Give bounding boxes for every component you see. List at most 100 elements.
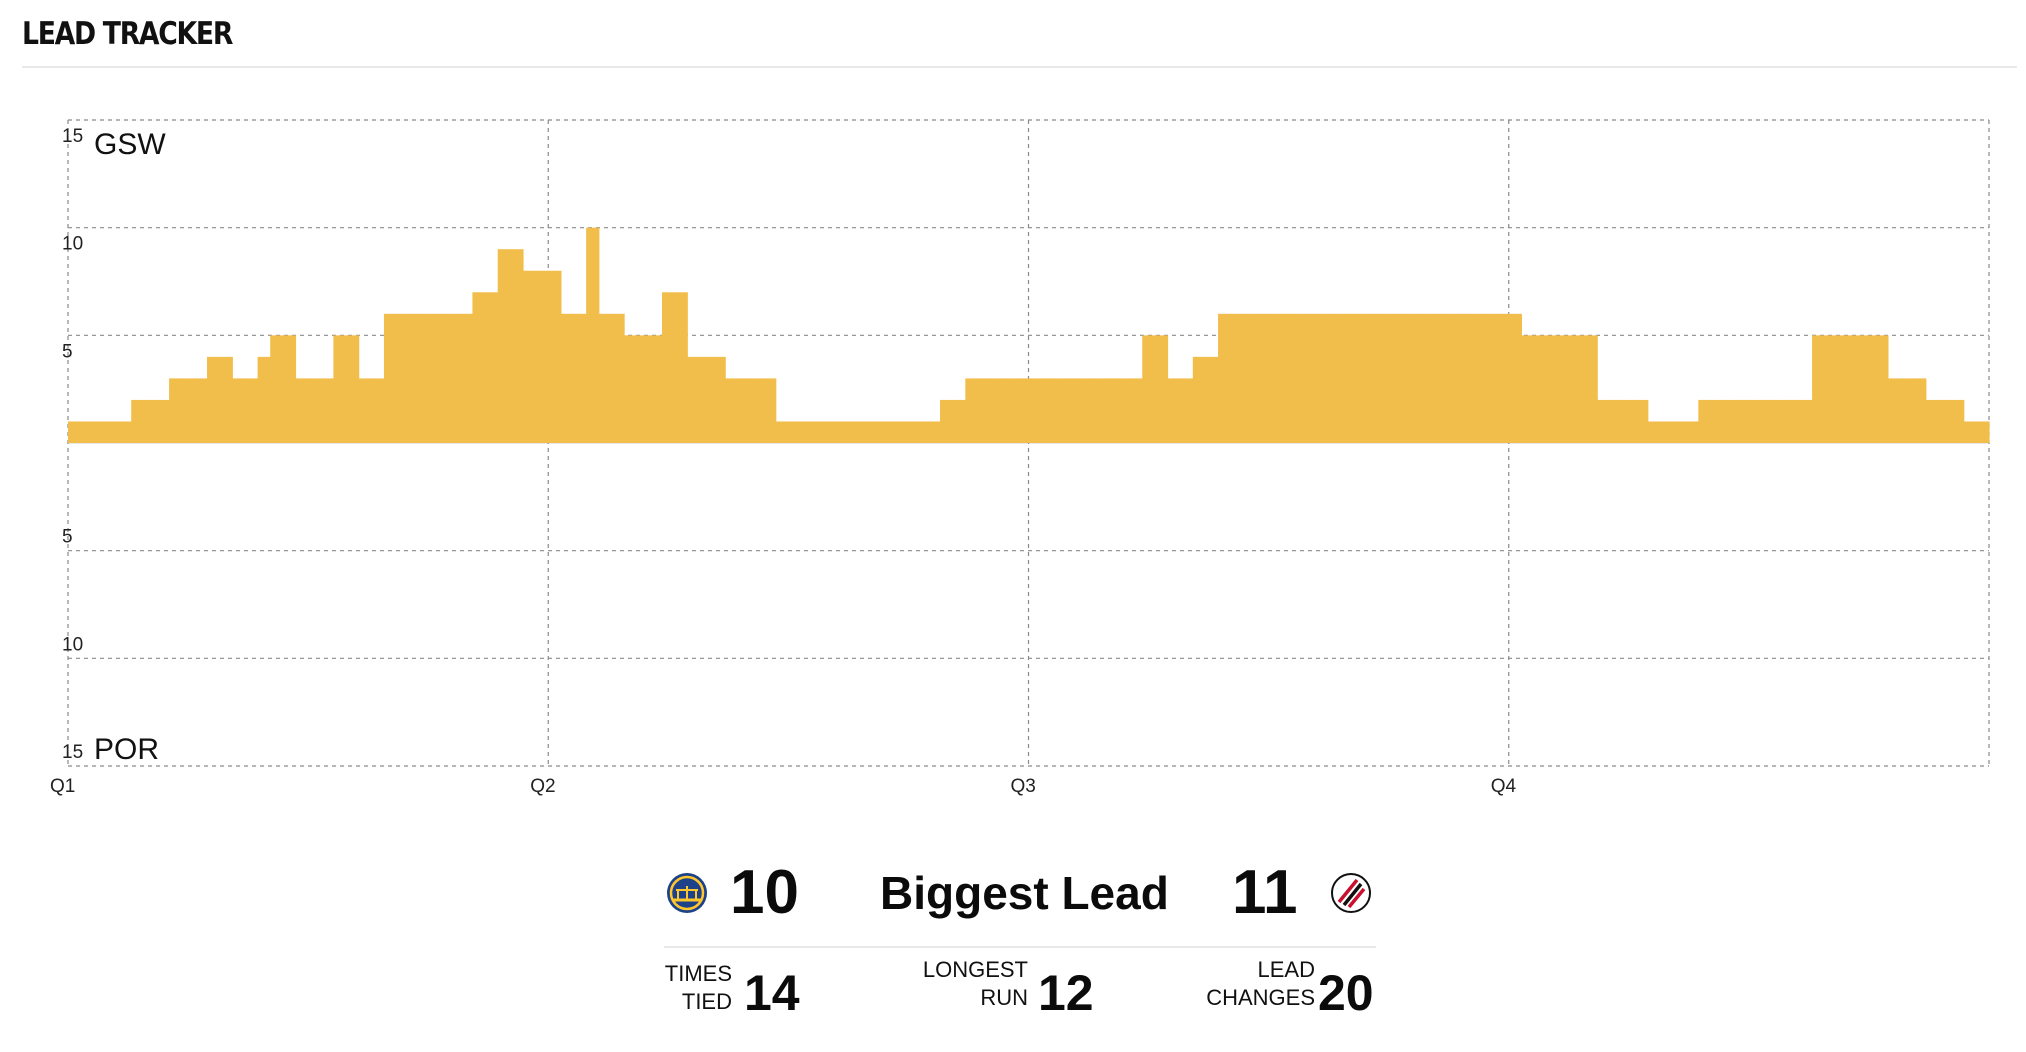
lead-bar: [257, 356, 271, 443]
lead-bar: [750, 378, 764, 443]
stats-divider: [664, 946, 1376, 948]
lead-bar: [472, 292, 486, 443]
lead-bar: [598, 313, 613, 443]
lead-bar: [219, 356, 233, 443]
lead-bar: [1559, 335, 1573, 443]
lead-bar: [1521, 335, 1535, 443]
lead-bar: [1887, 378, 1902, 443]
y-tick-label: 10: [62, 234, 83, 255]
lead-bar: [1786, 399, 1801, 443]
por-biggest-lead-value: 11: [1232, 858, 1298, 927]
lead-bar: [1862, 335, 1876, 443]
lead-bar: [1091, 378, 1105, 443]
lead-bar: [586, 227, 600, 443]
lead-bar: [851, 421, 865, 443]
lead-bar: [661, 292, 676, 443]
lead-bar: [737, 378, 752, 443]
lead-bar: [1710, 399, 1725, 443]
lead-bar: [282, 335, 297, 443]
lead-bar: [1546, 335, 1560, 443]
lead-bar: [1496, 313, 1510, 443]
lead-bar: [1205, 356, 1219, 443]
lead-bar: [447, 313, 461, 443]
biggest-lead-row: 10 Biggest Lead 11: [660, 850, 1380, 940]
lead-bar: [510, 249, 524, 443]
lead-bar: [1395, 313, 1409, 443]
lead-bar: [244, 378, 259, 443]
lead-bar: [1925, 399, 1940, 443]
por-logo-icon: [1330, 872, 1372, 914]
lead-bar: [763, 378, 777, 443]
times-tied-label: TIMES TIED: [665, 960, 732, 1016]
lead-bar: [143, 399, 158, 443]
lead-bar: [485, 292, 499, 443]
lead-bar: [1837, 335, 1851, 443]
lead-bar: [1319, 313, 1333, 443]
lead-bar: [434, 313, 448, 443]
lead-bar: [1180, 378, 1194, 443]
lead-bar: [421, 313, 436, 443]
lead-bar: [1458, 313, 1472, 443]
lead-bar: [990, 378, 1004, 443]
gsw-logo-icon: [666, 872, 708, 914]
lead-bar: [775, 421, 789, 443]
x-tick-label: Q4: [1491, 776, 1517, 797]
times-tied-label-line-1: TIMES: [664, 961, 732, 986]
lead-bar: [1053, 378, 1068, 443]
lead-bar: [1041, 378, 1055, 443]
lead-bar: [1938, 399, 1952, 443]
lead-bar: [1963, 421, 1977, 443]
lead-bar: [902, 421, 916, 443]
lead-bar: [1243, 313, 1257, 443]
team-label-top: GSW: [94, 128, 166, 161]
team-label-bottom: POR: [94, 733, 159, 766]
lead-bar: [725, 378, 739, 443]
lead-bar: [156, 399, 170, 443]
y-tick-label: 15: [62, 126, 83, 147]
y-tick-label: 5: [62, 527, 73, 548]
lead-bar: [927, 421, 941, 443]
lead-bar: [788, 421, 802, 443]
lead-bar: [1660, 421, 1674, 443]
chart-bars: [68, 227, 1990, 443]
lead-bar: [1483, 313, 1497, 443]
lead-bar: [548, 270, 562, 443]
lead-bar: [1647, 421, 1662, 443]
lead-bar: [1066, 378, 1080, 443]
lead-bar: [864, 421, 878, 443]
lead-bar: [649, 335, 663, 443]
lead-bar: [270, 335, 284, 443]
biggest-lead-label: Biggest Lead: [880, 867, 1169, 919]
game-stats: 10 Biggest Lead 11 TIMES TIED 14 LONGEST…: [660, 850, 1380, 1030]
lead-bar: [68, 421, 82, 443]
longest-run-label: LONGEST RUN: [923, 956, 1028, 1012]
x-tick-label: Q2: [530, 776, 555, 797]
lead-bar: [560, 313, 575, 443]
lead-bar: [308, 378, 322, 443]
lead-bar: [1723, 399, 1737, 443]
lead-bar: [1976, 421, 1990, 443]
lead-bar: [914, 421, 928, 443]
lead-bar: [1003, 378, 1017, 443]
lead-bar: [295, 378, 309, 443]
lead-bar: [1875, 335, 1889, 443]
lead-bar: [952, 399, 966, 443]
longest-run-value: 12: [1038, 965, 1094, 1021]
lead-bar: [876, 421, 891, 443]
lead-bar: [940, 399, 954, 443]
lead-bar: [118, 421, 132, 443]
lead-bar: [1420, 313, 1434, 443]
lead-bar: [1357, 313, 1371, 443]
lead-bar: [838, 421, 853, 443]
lead-bar: [522, 270, 537, 443]
lead-bar: [1470, 313, 1485, 443]
lead-bar: [1685, 421, 1699, 443]
lead-changes-label-line-2: CHANGES: [1206, 985, 1315, 1010]
lead-bar: [346, 335, 360, 443]
lead-bar: [813, 421, 827, 443]
lead-bar: [1255, 313, 1270, 443]
lead-bar: [1281, 313, 1295, 443]
chart-labels: 15 10 5 5 10 15 Q1 Q2 Q3 Q4 GSW POR: [50, 126, 1517, 797]
lead-bar: [1306, 313, 1320, 443]
lead-bar: [573, 313, 587, 443]
